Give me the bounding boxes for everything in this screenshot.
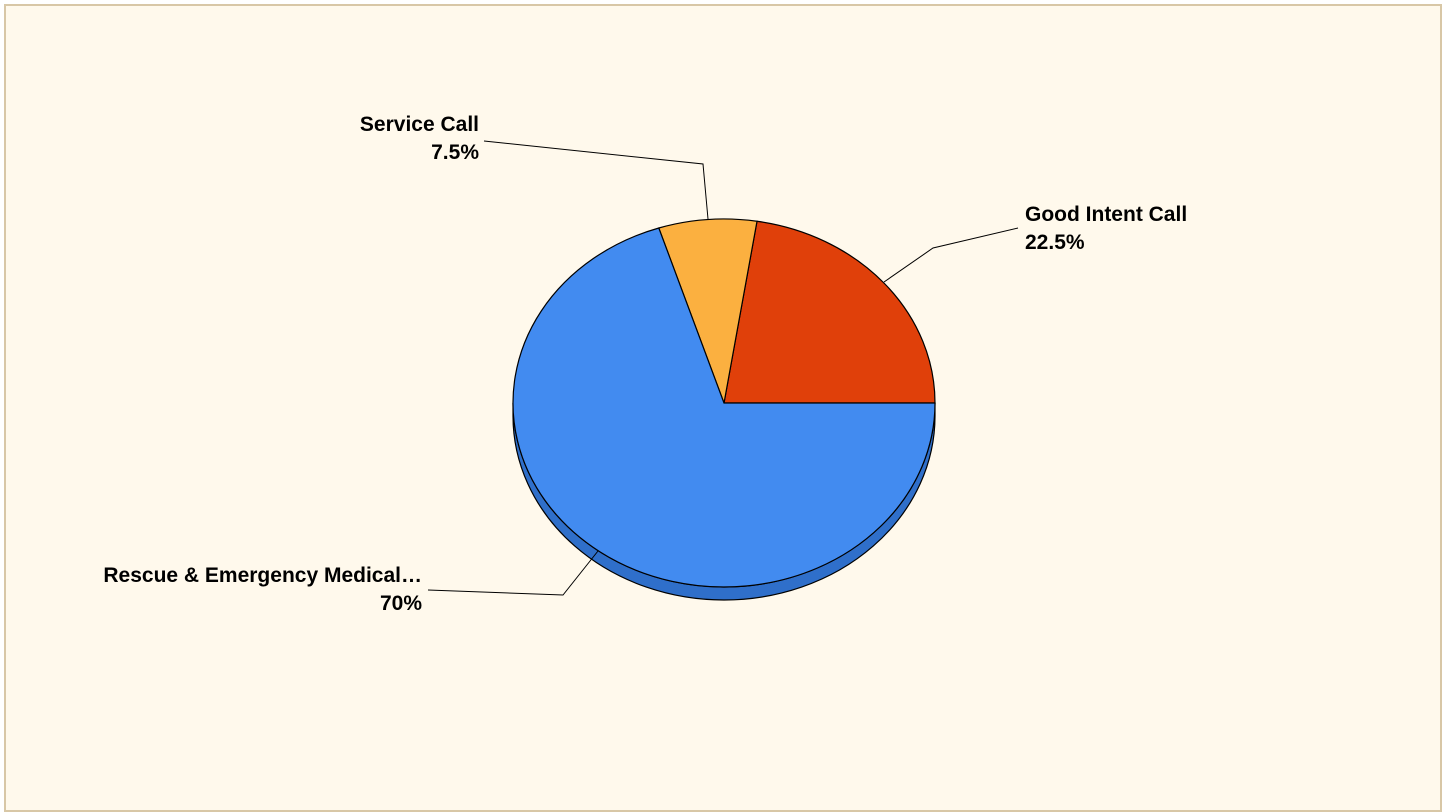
- pie-slice-good-intent-call: [723, 220, 936, 404]
- label-service-call-percent: 7.5%: [431, 141, 479, 164]
- label-rescue-emergency-medical-name: Rescue & Emergency Medical…: [103, 564, 422, 587]
- label-service-call-name: Service Call: [360, 113, 479, 136]
- leader-line-rescue-emergency-medical: [427, 550, 599, 596]
- pie-slices: [512, 218, 936, 588]
- leader-line-good-intent-call: [883, 227, 1019, 283]
- pie-slice-rescue-emergency-medical: [512, 227, 936, 588]
- leader-line-service-call: [483, 140, 709, 220]
- leader-lines: [427, 140, 1019, 596]
- label-rescue-emergency-medical-percent: 70%: [380, 592, 422, 615]
- label-good-intent-call-name: Good Intent Call: [1025, 203, 1187, 226]
- label-good-intent-call-percent: 22.5%: [1025, 231, 1085, 254]
- pie-slice-service-call: [658, 218, 758, 406]
